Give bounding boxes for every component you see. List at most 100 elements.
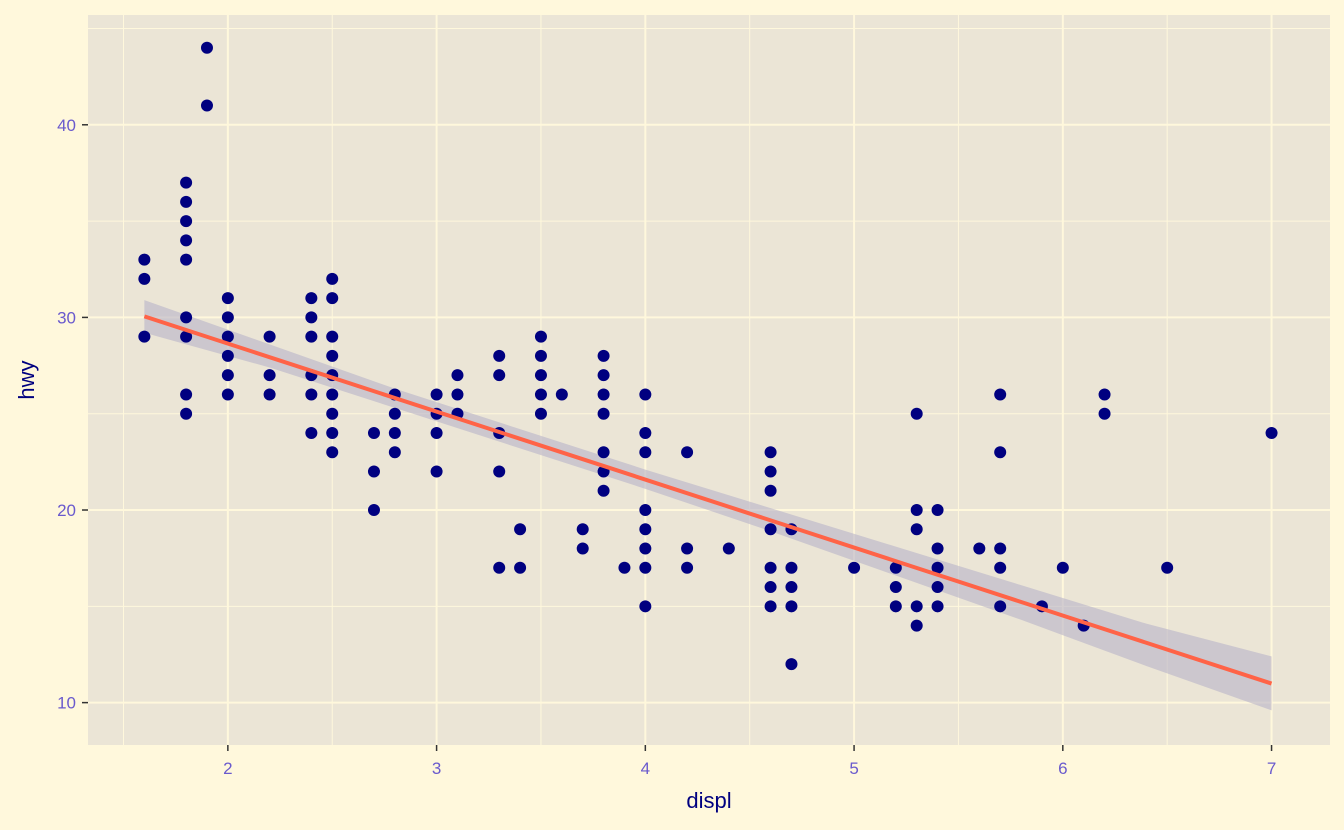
data-point [910,600,923,613]
data-point [493,465,506,478]
data-point [931,504,944,517]
data-point [221,292,234,305]
data-point [367,504,380,517]
data-point [931,581,944,594]
data-point [180,388,193,401]
data-point [910,407,923,420]
data-point [221,388,234,401]
data-point [534,407,547,420]
data-point [221,330,234,343]
y-tick-label: 20 [57,501,76,520]
data-point [1056,561,1069,574]
data-point [451,388,464,401]
data-point [534,388,547,401]
data-point [994,446,1007,459]
y-axis-title: hwy [14,360,39,399]
x-tick-label: 2 [223,759,232,778]
data-point [326,330,339,343]
data-point [514,523,527,536]
data-point [263,369,276,382]
data-point [910,523,923,536]
x-tick-label: 5 [849,759,858,778]
data-point [493,561,506,574]
data-point [889,600,902,613]
data-point [200,41,213,54]
data-point [597,446,610,459]
data-point [326,272,339,285]
data-point [681,542,694,555]
data-point [576,542,589,555]
confidence-ribbon [144,300,1272,711]
data-point [326,446,339,459]
data-point [785,581,798,594]
data-point [326,349,339,362]
data-point [221,311,234,324]
data-point [639,446,652,459]
data-point [1161,561,1174,574]
data-point [221,349,234,362]
data-point [764,600,777,613]
data-point [764,465,777,478]
x-tick-label: 3 [432,759,441,778]
data-point [138,253,151,266]
data-point [305,388,318,401]
data-point [367,465,380,478]
data-point [305,330,318,343]
data-points [138,41,1278,671]
data-point [764,581,777,594]
data-point [848,561,861,574]
y-tick-label: 10 [57,694,76,713]
data-point [534,369,547,382]
data-point [534,349,547,362]
data-point [973,542,986,555]
data-point [388,446,401,459]
data-point [597,388,610,401]
data-point [639,426,652,439]
data-point [180,176,193,189]
data-point [994,388,1007,401]
confidence-band [144,300,1272,711]
data-point [493,369,506,382]
data-point [326,426,339,439]
data-point [931,600,944,613]
y-tick-label: 30 [57,308,76,327]
data-point [785,561,798,574]
fit-line [143,314,1273,686]
data-point [994,600,1007,613]
data-point [618,561,631,574]
data-point [597,349,610,362]
data-point [180,330,193,343]
data-point [305,292,318,305]
data-point [597,407,610,420]
data-point [388,407,401,420]
data-point [180,253,193,266]
data-point [1265,426,1278,439]
x-axis-title: displ [686,788,731,813]
data-point [639,504,652,517]
data-point [639,523,652,536]
data-point [639,542,652,555]
x-tick-label: 6 [1058,759,1067,778]
data-point [555,388,568,401]
data-point [534,330,547,343]
data-point [639,561,652,574]
data-point [597,369,610,382]
data-point [200,99,213,112]
data-point [388,426,401,439]
data-point [785,658,798,671]
data-point [994,561,1007,574]
data-point [910,504,923,517]
data-point [305,311,318,324]
data-point [514,561,527,574]
data-point [451,369,464,382]
data-point [994,542,1007,555]
data-point [326,388,339,401]
data-point [326,407,339,420]
data-point [430,465,443,478]
data-point [367,426,380,439]
data-point [889,581,902,594]
data-point [1098,407,1111,420]
axes: 2 3 4 5 6 7 10 20 30 40 [57,116,1276,778]
data-point [180,234,193,247]
